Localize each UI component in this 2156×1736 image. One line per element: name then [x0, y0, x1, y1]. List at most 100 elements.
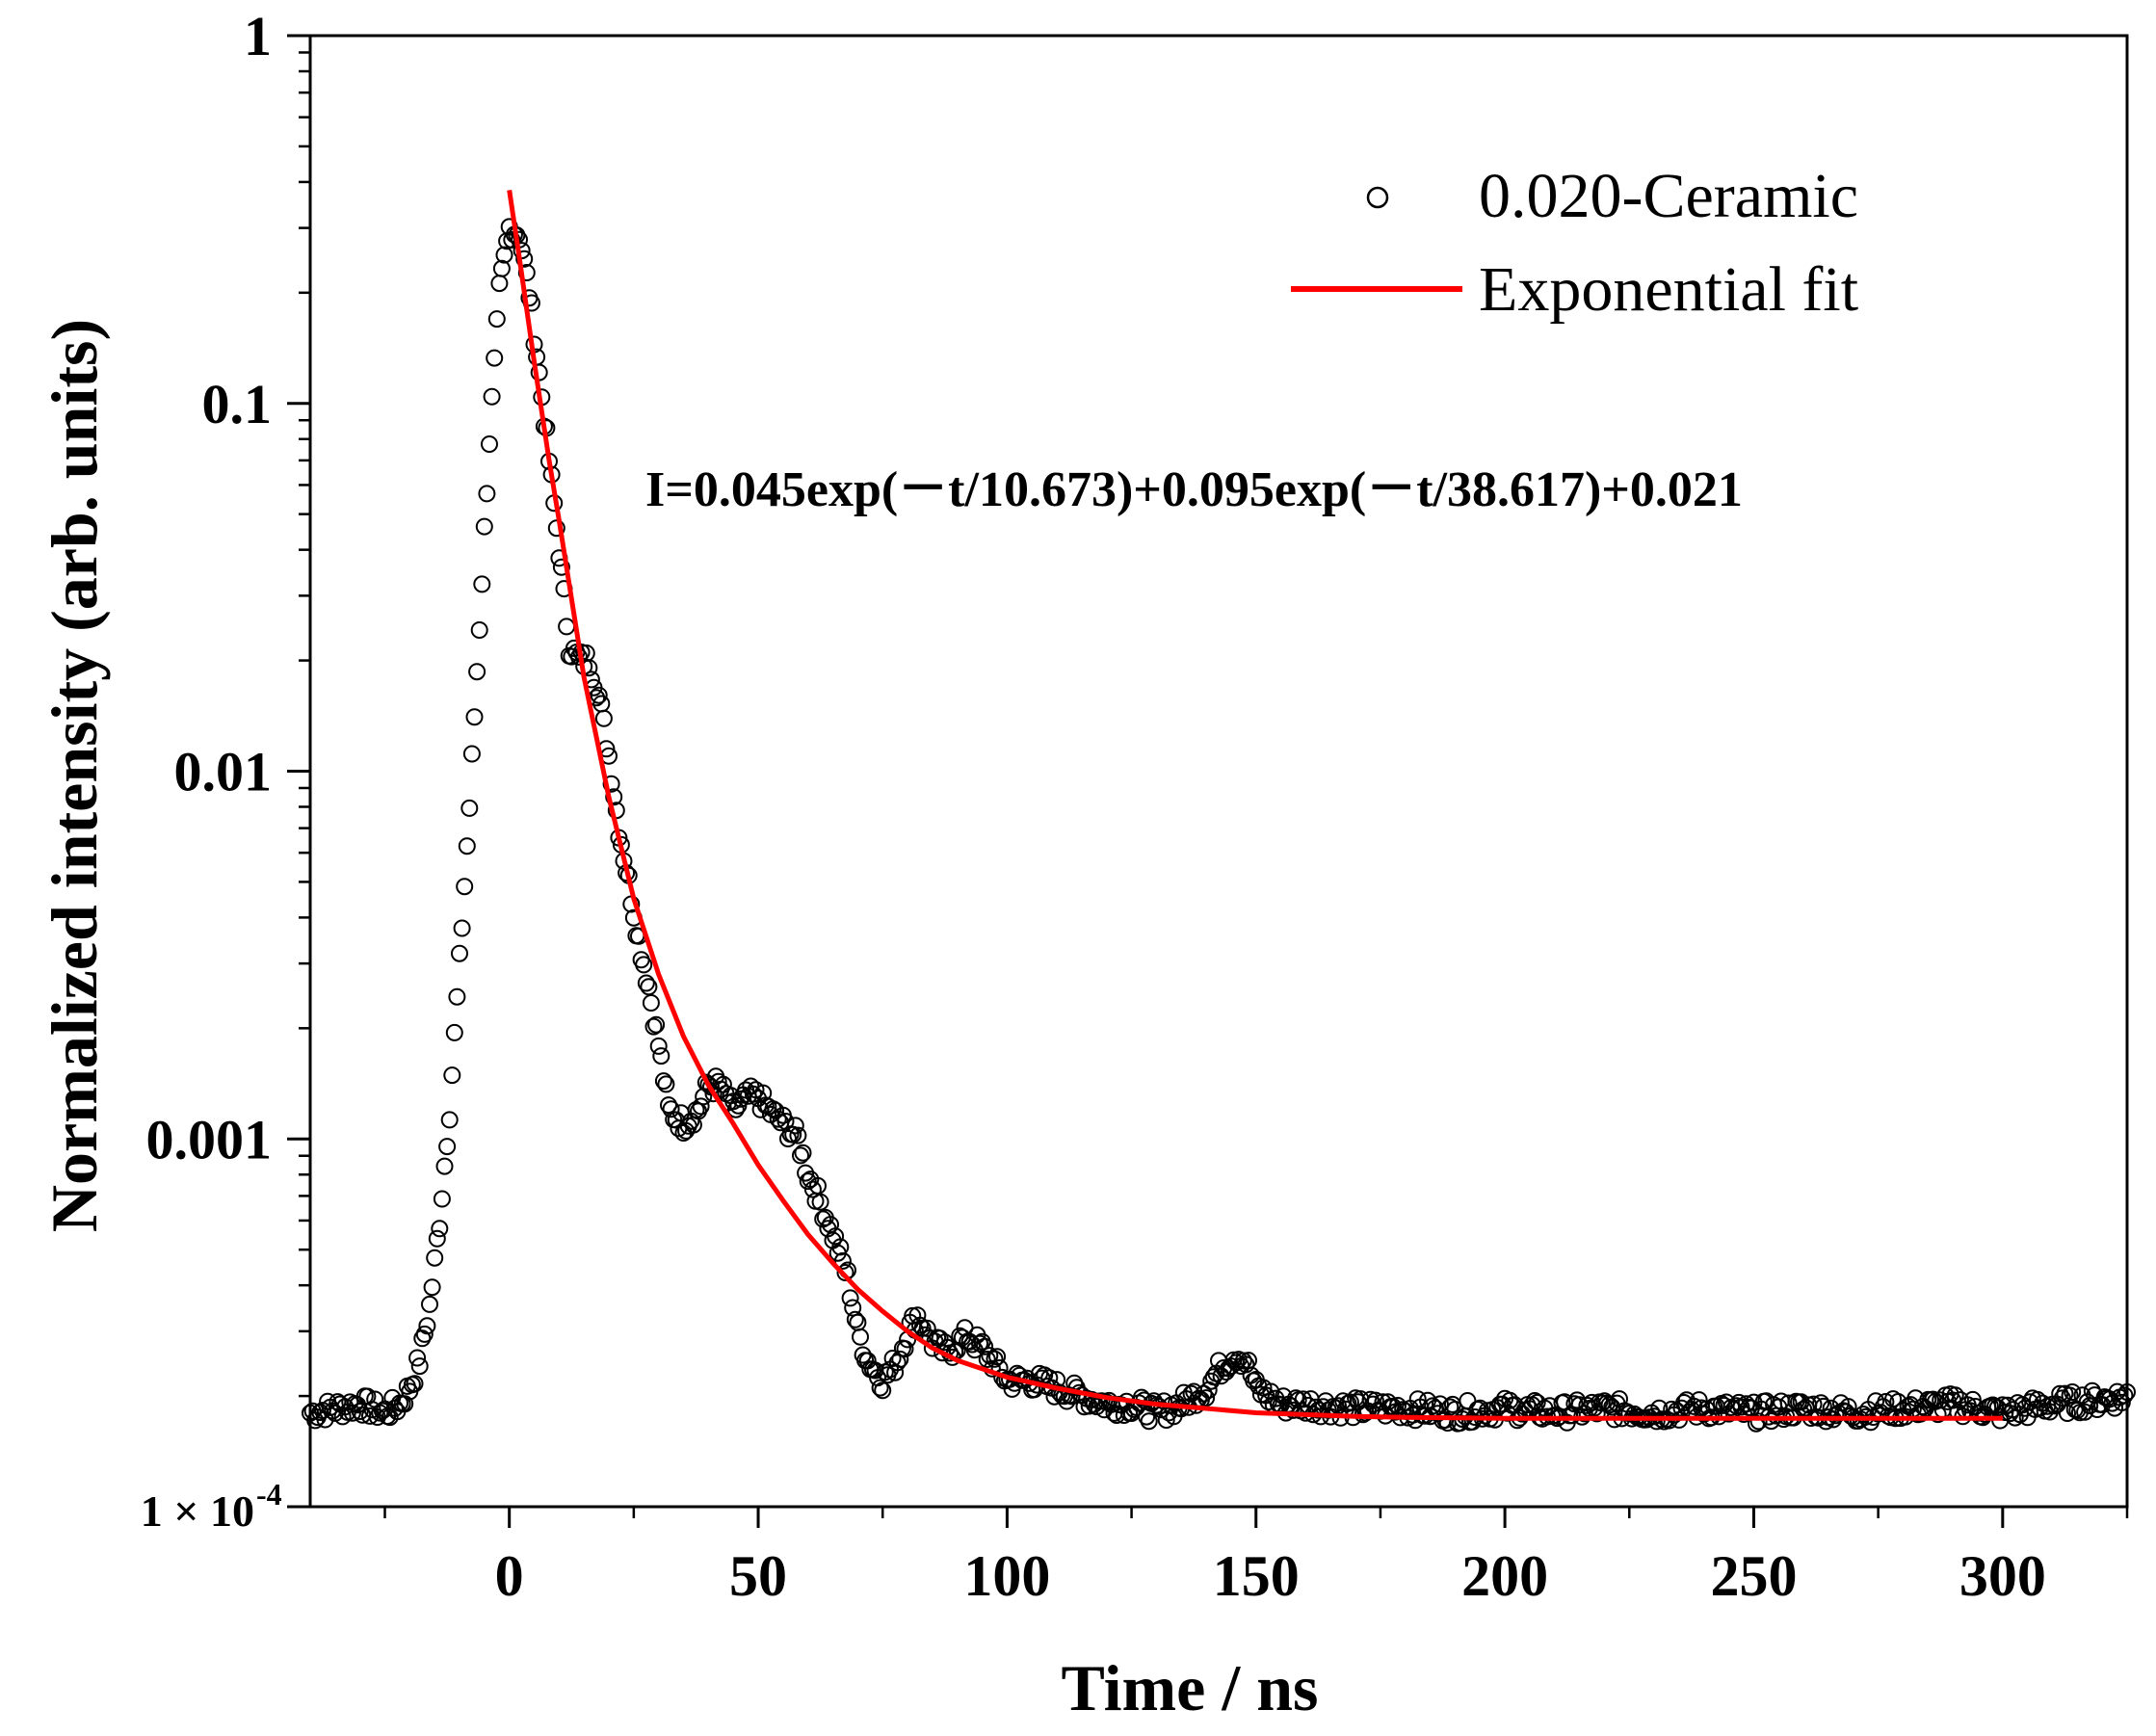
data-point: [654, 1072, 672, 1091]
data-point: [871, 1379, 889, 1397]
y-tick-label: 0.1: [202, 373, 273, 435]
data-point: [483, 387, 501, 406]
data-point: [794, 1144, 812, 1162]
data-point: [408, 1349, 427, 1367]
data-point: [418, 1317, 436, 1335]
data-point: [487, 310, 506, 329]
data-point: [478, 485, 496, 503]
data-point: [1140, 1412, 1158, 1431]
data-point: [406, 1375, 424, 1393]
data-point: [978, 1351, 996, 1368]
data-point: [692, 1097, 710, 1116]
data-point: [410, 1357, 429, 1376]
data-point: [515, 250, 534, 268]
fit-equation: I=0.045exp(－t/10.673)+0.095exp(－t/38.617…: [645, 462, 1743, 517]
data-point: [988, 1348, 1007, 1366]
data-point: [1946, 1386, 1964, 1405]
data-point: [786, 1117, 804, 1135]
x-axis-title: Time / ns: [1061, 1651, 1318, 1724]
data-point: [1749, 1412, 1768, 1431]
data-point: [1889, 1393, 1907, 1410]
data-point: [1237, 1355, 1255, 1374]
data-point: [1234, 1352, 1252, 1370]
data-point: [1284, 1401, 1302, 1419]
data-point: [809, 1176, 827, 1195]
data-point: [833, 1251, 852, 1270]
data-point: [435, 1157, 454, 1175]
data-point: [475, 517, 493, 536]
data-point: [453, 919, 471, 937]
data-point: [468, 663, 486, 681]
data-point: [426, 1249, 444, 1267]
y-tick-label: 1 × 10: [141, 1486, 254, 1536]
data-point: [652, 1047, 670, 1065]
x-tick-label: 300: [1959, 1544, 2046, 1608]
data-point: [438, 1138, 457, 1156]
data-point: [769, 1110, 787, 1128]
data-point: [1132, 1388, 1150, 1407]
data-point: [642, 994, 660, 1012]
data-point: [836, 1264, 855, 1281]
data-point: [846, 1310, 864, 1328]
data-point: [976, 1337, 994, 1355]
data-point: [726, 1100, 745, 1118]
data-point: [421, 1295, 438, 1313]
data-point: [635, 956, 653, 974]
data-point: [333, 1407, 352, 1426]
data-point: [1812, 1394, 1830, 1412]
x-tick-label: 50: [729, 1544, 787, 1608]
data-point: [428, 1229, 446, 1248]
data-point: [1227, 1354, 1246, 1372]
data-point: [448, 987, 466, 1006]
data-point: [2068, 1402, 2087, 1419]
data-point: [2116, 1386, 2134, 1405]
y-axis-title: Normalized intensity (arb. units): [38, 319, 111, 1232]
data-point: [465, 708, 484, 726]
data-point: [1598, 1394, 1616, 1412]
data-point: [492, 259, 511, 277]
data-point: [841, 1289, 859, 1307]
x-tick-label: 150: [1213, 1544, 1300, 1608]
data-point: [1408, 1390, 1427, 1408]
data-point: [547, 519, 565, 538]
data-point: [495, 246, 513, 264]
data-point: [792, 1146, 809, 1165]
data-point: [1932, 1391, 1950, 1409]
axis-ticks: [287, 34, 2129, 1528]
data-point: [724, 1092, 743, 1111]
fit-curve: [507, 190, 2003, 1421]
data-point: [440, 1111, 459, 1129]
y-tick-label: 1: [244, 5, 272, 67]
data-point: [1839, 1398, 1857, 1416]
data-point: [911, 1316, 929, 1334]
y-tick-exponent: -4: [256, 1477, 282, 1512]
y-tick-label: 0.01: [174, 741, 273, 803]
data-point: [803, 1180, 822, 1198]
data-point: [640, 978, 658, 996]
data-point: [896, 1340, 914, 1358]
data-point: [462, 745, 481, 763]
data-point: [2064, 1383, 2082, 1401]
data-point: [605, 788, 623, 806]
data-point: [423, 1278, 441, 1297]
data-point: [789, 1126, 807, 1144]
data-point: [1366, 1391, 1384, 1409]
data-point: [486, 349, 504, 367]
data-point: [460, 799, 479, 817]
x-tick-label: 100: [963, 1544, 1050, 1608]
data-point: [1737, 1395, 1755, 1413]
legend-marker-ceramic: [1366, 186, 1389, 209]
data-point: [1611, 1390, 1628, 1408]
data-point: [831, 1238, 850, 1256]
data-point: [552, 558, 570, 576]
data-point: [874, 1381, 892, 1400]
data-point: [852, 1328, 869, 1346]
data-point: [1911, 1405, 1930, 1423]
legend-label-fit: Exponential fit: [1479, 254, 1858, 325]
data-point: [456, 878, 474, 896]
x-tick-label: 200: [1461, 1544, 1548, 1608]
data-point: [981, 1347, 999, 1365]
y-tick-label: 0.001: [146, 1108, 273, 1170]
legend: 0.020-Ceramic Exponential fit: [1291, 161, 1858, 325]
data-points: [302, 218, 2136, 1433]
